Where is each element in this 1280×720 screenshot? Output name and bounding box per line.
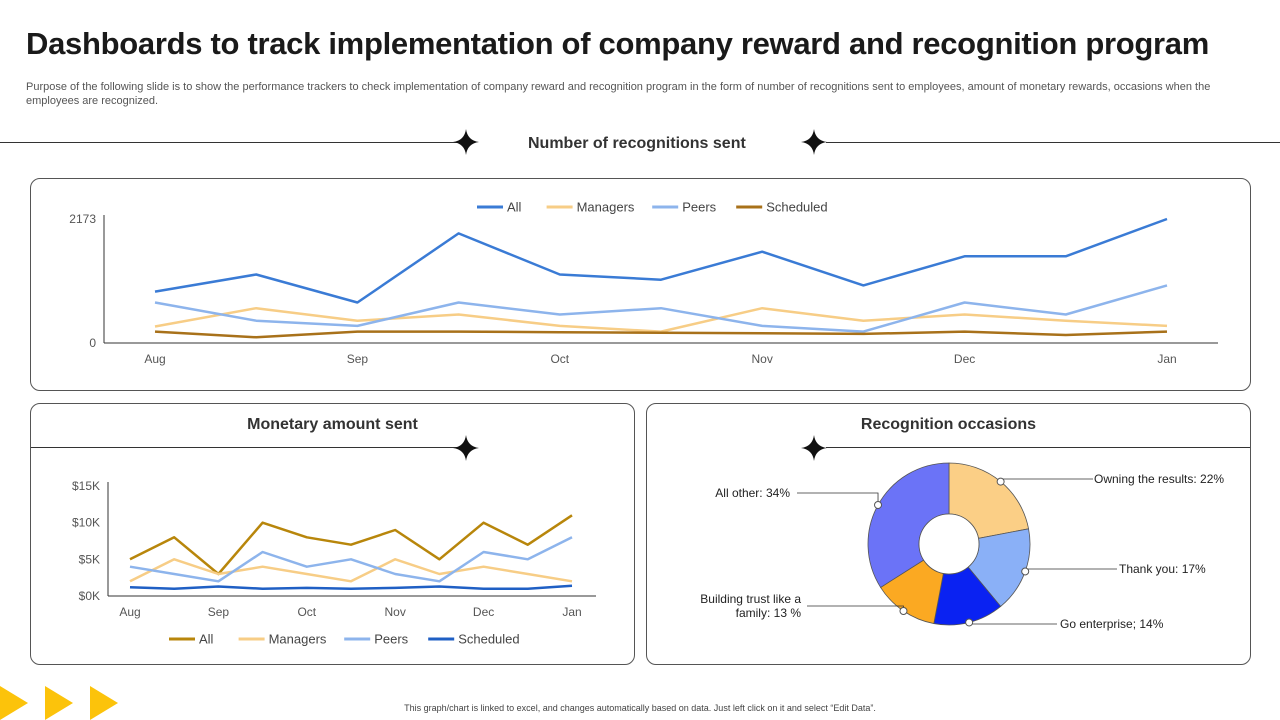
legend-label: Peers: [374, 632, 408, 647]
leader-marker: [899, 606, 908, 615]
slice-label: Thank you: 17%: [1119, 562, 1206, 576]
slice-label: Go enterprise; 14%: [1060, 617, 1164, 631]
slice-label: family: 13 %: [736, 606, 802, 620]
legend-label: Peers: [682, 200, 716, 215]
monetary-panel: Monetary amount sent $0K $5K $10K $15K Aug Se…: [30, 403, 635, 665]
recognitions-panel: 0 2173 Aug Sep Oct Nov Dec Jan All Managers Peers S…: [30, 178, 1251, 391]
y-tick-label: 2173: [69, 212, 96, 226]
occasions-header-divider: [826, 447, 1250, 448]
monetary-header-divider: [31, 447, 463, 448]
sparkle-icon: [801, 129, 827, 155]
series-line-peers: [154, 284, 1168, 333]
leader-marker: [965, 618, 974, 627]
occasions-panel: Recognition occasions Owning the results…: [646, 403, 1251, 665]
series-line-scheduled: [129, 584, 573, 590]
page-subtitle: Purpose of the following slide is to sho…: [26, 81, 1211, 107]
leader-line: [968, 622, 1057, 625]
legend-label: All: [507, 200, 522, 215]
x-tick-label: Sep: [208, 605, 230, 619]
recognitions-line-chart: 0 2173 Aug Sep Oct Nov Dec Jan All Managers Peers S…: [69, 200, 1218, 366]
series-line-peers: [129, 536, 573, 583]
decorative-arrows: [0, 686, 118, 720]
series-line-managers: [129, 558, 573, 583]
leader-marker: [996, 477, 1005, 486]
legend-label: All: [199, 632, 214, 647]
slice-label: Owning the results: 22%: [1094, 472, 1224, 486]
y-tick-label: $15K: [72, 479, 100, 493]
x-tick-label: Dec: [954, 352, 975, 366]
monetary-section-title: Monetary amount sent: [247, 416, 418, 433]
x-tick-label: Jan: [1157, 352, 1176, 366]
leader-marker: [1021, 567, 1030, 576]
footer-note: This graph/chart is linked to excel, and…: [404, 703, 876, 713]
x-tick-label: Nov: [752, 352, 773, 366]
occasions-donut-chart: Owning the results: 22% Thank you: 17% Go …: [700, 462, 1224, 631]
y-tick-label: 0: [89, 336, 96, 350]
play-arrow-icon: [90, 686, 118, 720]
sparkle-icon: [801, 435, 827, 461]
series-line-scheduled: [154, 330, 1168, 339]
recognitions-section-title: Number of recognitions sent: [528, 135, 746, 152]
y-tick-label: $0K: [79, 589, 100, 603]
legend-label: Scheduled: [458, 632, 519, 647]
leader-line: [807, 605, 904, 611]
slice-label: Building trust like a: [700, 592, 801, 606]
x-tick-label: Sep: [347, 352, 369, 366]
series-line-managers: [154, 306, 1168, 333]
x-tick-label: Oct: [297, 605, 316, 619]
legend-label: Scheduled: [766, 200, 827, 215]
x-tick-label: Jan: [562, 605, 581, 619]
x-tick-label: Nov: [385, 605, 406, 619]
leader-line: [797, 492, 879, 505]
play-arrow-icon: [0, 686, 28, 720]
y-tick-label: $5K: [79, 552, 100, 566]
monetary-line-chart: $0K $5K $10K $15K Aug Sep Oct Nov Dec Jan All Manag…: [72, 479, 596, 647]
series-line-all: [154, 217, 1168, 304]
section-divider-left: [0, 142, 462, 143]
page-title: Dashboards to track implementation of co…: [26, 26, 1209, 61]
legend-label: Managers: [269, 632, 327, 647]
y-tick-label: $10K: [72, 516, 100, 530]
x-tick-label: Dec: [473, 605, 494, 619]
leader-marker: [874, 500, 883, 509]
play-arrow-icon: [45, 686, 73, 720]
occasions-section-title: Recognition occasions: [860, 416, 1037, 433]
donut-hole: [918, 513, 980, 575]
sparkle-icon: [453, 129, 479, 155]
leader-line: [1000, 478, 1093, 482]
slice-label: All other: 34%: [715, 486, 790, 500]
sparkle-icon: [453, 435, 479, 461]
series-line-all: [129, 514, 573, 576]
x-tick-label: Oct: [550, 352, 569, 366]
section-divider-right: [826, 142, 1280, 143]
x-tick-label: Aug: [144, 352, 165, 366]
x-tick-label: Aug: [119, 605, 140, 619]
legend-label: Managers: [577, 200, 635, 215]
leader-line: [1024, 568, 1117, 572]
